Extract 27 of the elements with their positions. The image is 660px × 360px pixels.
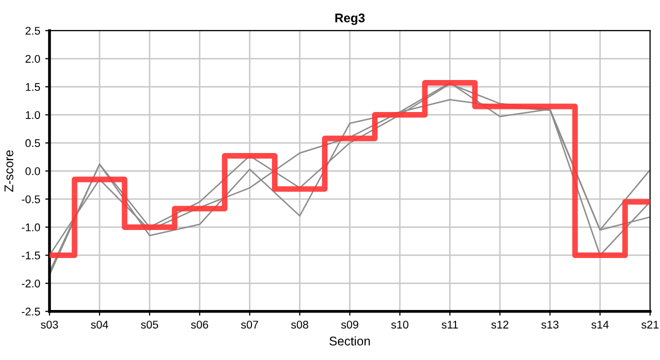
x-tick-label: s06: [191, 320, 208, 329]
x-tick-label: s04: [90, 320, 108, 329]
x-tick-label: s07: [241, 320, 258, 329]
y-tick-label: -0.5: [22, 195, 40, 204]
x-tick-label: s03: [40, 320, 58, 329]
y-tick-label: 1.0: [26, 111, 40, 119]
x-tick-label: s14: [591, 320, 609, 329]
y-tick-label: -2.0: [22, 280, 40, 288]
y-tick-label: -1.0: [22, 223, 40, 232]
y-axis-title: Z-score: [4, 150, 14, 192]
y-tick-label: 2.5: [26, 26, 40, 35]
y-tick-label: 2.0: [26, 54, 40, 63]
y-tick-label: -1.5: [22, 252, 40, 260]
y-tick-label: 0.5: [25, 139, 40, 148]
x-tick-label: s21: [641, 320, 659, 329]
x-tick-label: s05: [140, 320, 158, 329]
x-tick-label: s12: [491, 320, 508, 329]
x-tick-label: s08: [291, 320, 308, 329]
chart-title: Reg3: [335, 14, 365, 25]
x-axis-title: Section: [330, 336, 370, 346]
y-tick-label: 0.0: [25, 167, 40, 176]
y-tick-label: -2.5: [22, 308, 40, 316]
x-tick-label: s13: [541, 320, 558, 329]
x-tick-label: s09: [341, 320, 358, 329]
x-tick-label: s10: [391, 320, 408, 329]
x-tick-label: s11: [442, 320, 458, 329]
y-tick-label: 1.5: [26, 83, 40, 91]
